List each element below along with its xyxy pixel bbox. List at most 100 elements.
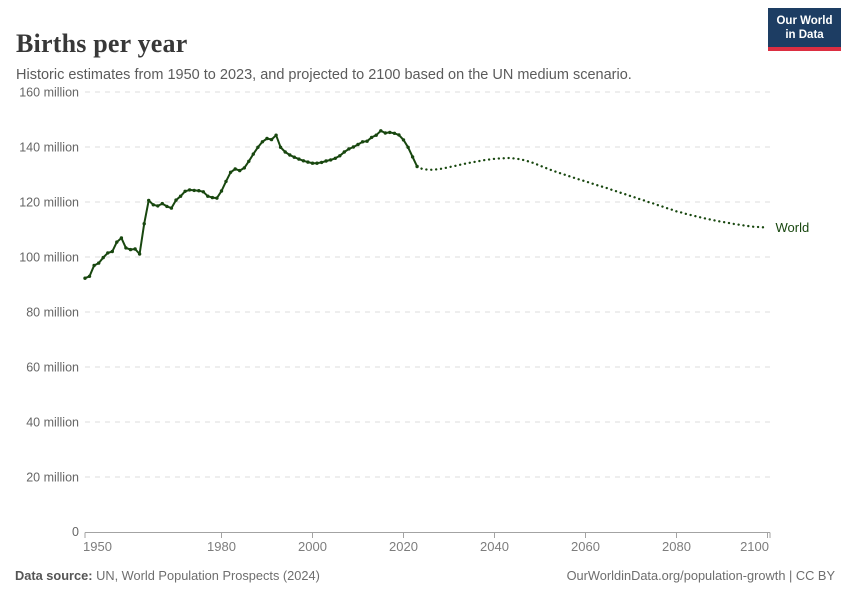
data-point-marker	[324, 159, 328, 163]
data-source-label: Data source:	[15, 568, 93, 583]
data-point-marker	[388, 130, 392, 135]
y-gridlines	[85, 91, 770, 478]
data-point-marker	[151, 203, 155, 207]
data-point-marker	[356, 142, 360, 147]
data-point-marker	[251, 152, 255, 156]
data-point-marker	[351, 145, 356, 149]
data-point-marker	[392, 131, 397, 135]
y-tick-label: 140 million	[19, 141, 79, 155]
data-point-marker	[415, 164, 419, 169]
data-point-marker	[92, 263, 96, 268]
data-point-marker	[210, 195, 215, 200]
data-point-marker	[288, 153, 292, 157]
data-point-marker	[269, 137, 274, 142]
data-point-marker	[256, 145, 260, 149]
chart-subtitle: Historic estimates from 1950 to 2023, an…	[16, 66, 632, 83]
data-point-marker	[174, 198, 178, 202]
world-line-markers	[83, 129, 419, 280]
data-point-marker	[265, 136, 269, 141]
x-tick-label: 1980	[207, 539, 236, 554]
data-point-marker	[360, 140, 365, 144]
data-source: Data source: UN, World Population Prospe…	[15, 568, 320, 583]
data-point-marker	[147, 198, 151, 203]
y-tick-label: 160 million	[19, 86, 79, 100]
y-tick-label: 80 million	[26, 306, 79, 320]
data-point-marker	[228, 170, 233, 174]
data-point-marker	[369, 135, 374, 140]
x-axis-labels: 1950 1980 2000 2020 2040 2060 2080 2100	[83, 539, 769, 554]
data-point-marker	[115, 240, 119, 244]
data-point-marker	[128, 247, 133, 252]
owid-logo-line2: in Data	[785, 28, 824, 41]
data-point-marker	[137, 252, 142, 256]
data-point-marker	[397, 133, 401, 137]
data-point-marker	[319, 160, 324, 165]
data-point-marker	[292, 155, 296, 159]
x-tick-label: 2000	[298, 539, 327, 554]
data-point-marker	[219, 189, 224, 193]
data-point-marker	[283, 150, 287, 154]
y-tick-label: 120 million	[19, 196, 79, 210]
data-point-marker	[110, 249, 115, 254]
y-tick-label: 100 million	[19, 251, 79, 265]
series-world	[83, 129, 769, 280]
data-point-marker	[238, 168, 242, 173]
data-point-marker	[342, 150, 346, 154]
data-point-marker	[247, 159, 251, 163]
data-point-marker	[169, 206, 174, 210]
data-point-marker	[410, 155, 415, 159]
data-point-marker	[201, 190, 205, 194]
data-point-marker	[338, 154, 342, 158]
x-axis	[84, 532, 771, 538]
data-point-marker	[365, 139, 369, 143]
data-point-marker	[406, 145, 410, 149]
data-point-marker	[183, 189, 187, 193]
data-point-marker	[101, 255, 105, 260]
data-point-marker	[315, 161, 319, 165]
series-end-label: World	[776, 220, 810, 235]
data-point-marker	[301, 159, 306, 163]
data-point-marker	[83, 276, 87, 280]
y-tick-label: 40 million	[26, 416, 79, 430]
data-point-marker	[119, 236, 124, 240]
data-point-marker	[401, 138, 406, 142]
data-point-marker	[156, 204, 160, 208]
chart-footer: Data source: UN, World Population Prospe…	[15, 568, 835, 583]
x-tick-label: 1950	[83, 539, 112, 554]
data-point-marker	[187, 188, 192, 192]
data-point-marker	[133, 247, 137, 251]
y-axis-labels: 20 million 40 million 60 million 80 million…	[19, 86, 79, 485]
page-title: Births per year	[16, 29, 188, 59]
data-point-marker	[306, 160, 310, 164]
owid-logo[interactable]: Our World in Data	[768, 8, 841, 51]
data-point-marker	[233, 167, 237, 171]
data-point-marker	[310, 161, 315, 165]
world-line-projected	[415, 156, 769, 229]
data-point-marker	[87, 274, 92, 278]
owid-logo-line1: Our World	[776, 14, 833, 27]
data-point-marker	[106, 251, 110, 255]
data-point-marker	[242, 166, 246, 170]
data-source-text: UN, World Population Prospects (2024)	[92, 568, 320, 583]
data-point-marker	[124, 246, 128, 250]
data-point-marker	[379, 129, 383, 133]
data-point-marker	[383, 131, 387, 135]
credit-link[interactable]: OurWorldinData.org/population-growth | C…	[566, 568, 835, 583]
x-tick-label: 2100	[740, 539, 769, 554]
data-point-marker	[333, 156, 337, 160]
data-point-marker	[197, 189, 201, 193]
data-point-marker	[178, 194, 183, 198]
data-point-marker	[215, 196, 219, 200]
x-tick-label: 2060	[571, 539, 600, 554]
y-tick-label: 20 million	[26, 471, 79, 485]
data-point-marker	[260, 140, 265, 144]
data-point-marker	[329, 158, 333, 162]
data-point-marker	[274, 133, 278, 137]
y-tick-label: 60 million	[26, 361, 79, 375]
data-point-marker	[224, 179, 228, 184]
world-line-historic	[84, 129, 419, 280]
data-point-marker	[97, 261, 101, 265]
data-point-marker	[142, 222, 146, 226]
x-tick-label: 2020	[389, 539, 418, 554]
